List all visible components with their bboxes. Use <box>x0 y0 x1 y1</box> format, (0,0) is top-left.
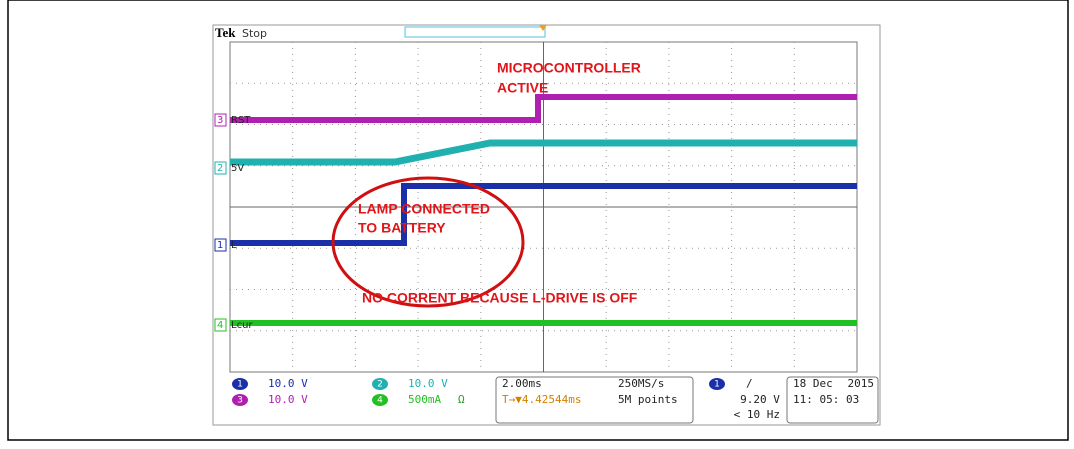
trace-rst <box>230 94 857 123</box>
channel-chip <box>232 378 248 390</box>
annotation: LAMP CONNECTED <box>358 201 490 217</box>
annotation: NO CORRENT BECAUSE L-DRIVE IS OFF <box>362 290 638 306</box>
channel-markers: 1 L 2 5V 3 RST 4 Lcur <box>214 113 253 332</box>
annotation: MICROCONTROLLER <box>497 60 641 76</box>
timebase: 2.00ms <box>502 377 542 390</box>
sample-rate: 250MS/s <box>618 377 664 390</box>
channel-number: 1 <box>217 240 223 251</box>
channel-chip-number: 3 <box>237 396 243 406</box>
highlight-ellipse <box>331 176 525 308</box>
channel-unit: Ω <box>458 393 465 406</box>
channel-number: 3 <box>217 115 223 126</box>
trigger-position: T→▼4.42544ms <box>502 393 581 406</box>
channel-chip <box>232 394 248 406</box>
trigger-channel: 1 <box>714 380 720 390</box>
annotation: ACTIVE <box>497 80 548 96</box>
trigger-freq: < 10 Hz <box>734 408 780 421</box>
trace-l <box>230 183 857 246</box>
record-length: 5M points <box>618 393 678 406</box>
channel-chip <box>372 394 388 406</box>
channel-badge <box>214 238 227 252</box>
channel-chip-number: 4 <box>377 396 383 406</box>
channel-scale: 500mA <box>408 393 441 406</box>
trigger-channel-chip <box>709 378 725 390</box>
channel-label: Lcur <box>231 320 253 331</box>
annotation: TO BATTERY <box>358 220 446 236</box>
run-status: Stop <box>242 27 267 40</box>
channel-badge <box>214 113 227 127</box>
trace-5v <box>230 139 857 166</box>
channel-scale: 10.0 V <box>408 377 448 390</box>
brand: Tek <box>215 25 236 40</box>
channel-label: RST <box>231 115 251 126</box>
channel-scale: 10.0 V <box>268 377 308 390</box>
channel-chip-number: 1 <box>237 380 243 390</box>
channel-chip-number: 2 <box>377 380 383 390</box>
channel-number: 4 <box>217 320 223 331</box>
trigger-slope: / <box>746 377 753 390</box>
time: 11: 05: 03 <box>793 393 859 406</box>
channel-scale: 10.0 V <box>268 393 308 406</box>
date: 18 Dec <box>793 377 833 390</box>
frame <box>7 0 1069 441</box>
channel-badge <box>214 161 227 175</box>
channel-label: 5V <box>231 163 244 174</box>
trigger-level: 9.20 V <box>740 393 780 406</box>
channel-label: L <box>231 240 237 251</box>
trigger-marker <box>539 25 547 31</box>
record-bar <box>404 26 546 38</box>
status-bar: 1 10.0 V 2 10.0 V 3 10.0 V 4 500mA Ω 2.00ms 250MS/… <box>232 377 874 421</box>
channel-chip <box>372 378 388 390</box>
time-box <box>495 376 694 424</box>
channel-badge <box>214 318 227 332</box>
year: 2015 <box>848 377 875 390</box>
date-box <box>786 376 879 424</box>
channel-number: 2 <box>217 163 223 174</box>
